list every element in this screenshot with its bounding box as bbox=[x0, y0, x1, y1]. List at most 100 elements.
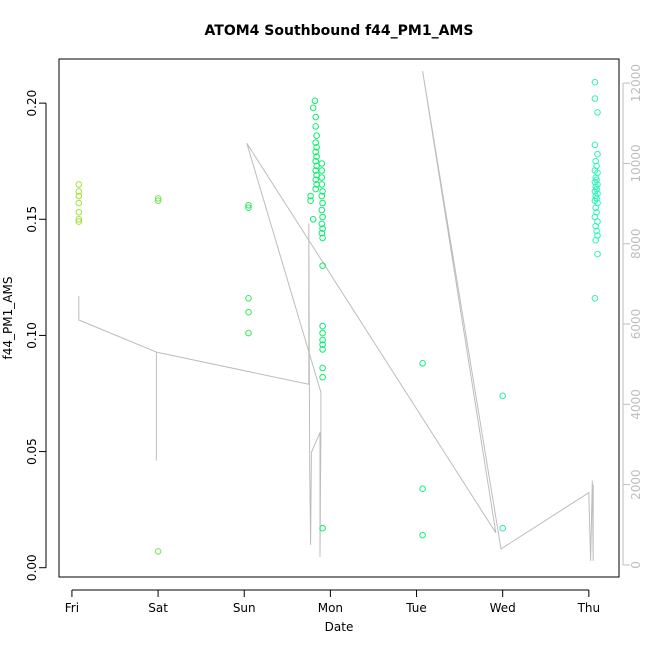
data-point bbox=[419, 360, 426, 367]
y2-tick-label: 2000 bbox=[629, 469, 643, 500]
y-axis-left: 0.00 0.05 0.10 0.15 0.20 bbox=[25, 90, 47, 581]
y2-tick-label: 10000 bbox=[629, 144, 643, 182]
data-point bbox=[319, 199, 326, 207]
data-point bbox=[313, 162, 320, 170]
data-point bbox=[318, 174, 326, 181]
data-point bbox=[319, 336, 326, 344]
data-point bbox=[312, 157, 320, 165]
y2-tick-label: 12000 bbox=[629, 64, 643, 102]
data-point bbox=[154, 195, 162, 202]
data-point bbox=[307, 192, 314, 200]
data-point bbox=[245, 308, 252, 316]
data-point bbox=[245, 295, 252, 302]
data-point bbox=[592, 222, 600, 230]
data-point bbox=[592, 157, 600, 165]
data-point bbox=[311, 97, 319, 105]
data-point bbox=[592, 236, 600, 244]
data-point bbox=[319, 234, 326, 242]
y2-tick-label: 8000 bbox=[629, 228, 643, 259]
data-point bbox=[312, 139, 320, 146]
data-point bbox=[591, 95, 599, 102]
data-point bbox=[318, 181, 326, 188]
data-point bbox=[313, 144, 320, 151]
x-tick-label: Sat bbox=[148, 601, 168, 615]
x-tick-label: Sun bbox=[233, 601, 256, 615]
data-point bbox=[318, 192, 326, 200]
x-tick-label: Mon bbox=[318, 601, 343, 615]
data-point bbox=[245, 329, 252, 337]
data-point bbox=[591, 78, 599, 86]
x-tick-label: Wed bbox=[490, 601, 516, 615]
data-point bbox=[319, 262, 326, 270]
data-point bbox=[75, 216, 83, 223]
data-point bbox=[75, 181, 83, 188]
data-point bbox=[245, 204, 252, 211]
x-tick-label: Tue bbox=[405, 601, 427, 615]
data-point bbox=[318, 220, 326, 228]
data-point bbox=[75, 192, 83, 200]
data-point bbox=[154, 548, 162, 555]
data-point bbox=[592, 204, 600, 211]
data-point bbox=[319, 329, 326, 337]
data-point bbox=[499, 524, 507, 532]
y2-tick-label: 4000 bbox=[629, 389, 643, 420]
y2-tick-label: 6000 bbox=[629, 309, 643, 340]
plot-layer bbox=[75, 70, 601, 561]
x-axis-label: Date bbox=[325, 620, 354, 634]
y-tick-label: 0.10 bbox=[25, 322, 39, 349]
data-point bbox=[75, 218, 83, 225]
data-point bbox=[313, 171, 320, 179]
data-point bbox=[75, 188, 83, 195]
data-point bbox=[313, 153, 320, 160]
data-point bbox=[318, 206, 326, 214]
data-point bbox=[318, 167, 326, 174]
data-point bbox=[309, 216, 317, 223]
y-tick-label: 0.00 bbox=[25, 554, 39, 581]
y-tick-label: 0.15 bbox=[25, 206, 39, 233]
data-point bbox=[591, 141, 599, 149]
data-point bbox=[594, 150, 601, 158]
data-point bbox=[75, 199, 83, 207]
data-point bbox=[312, 185, 320, 193]
data-point bbox=[319, 373, 326, 381]
secondary-series-line bbox=[78, 70, 594, 561]
data-point bbox=[312, 113, 320, 121]
data-point bbox=[594, 109, 601, 116]
data-point bbox=[318, 160, 326, 167]
y-axis-label: f44_PM1_AMS bbox=[1, 277, 15, 360]
y2-tick-label: 0 bbox=[629, 561, 643, 569]
data-point bbox=[319, 364, 326, 372]
data-point bbox=[319, 322, 326, 330]
y-axis-right: 0 2000 4000 6000 8000 10000 12000 bbox=[622, 64, 643, 569]
data-point bbox=[313, 132, 320, 139]
x-tick-label: Fri bbox=[65, 601, 79, 615]
data-point bbox=[419, 531, 426, 539]
data-point bbox=[593, 227, 600, 235]
y-tick-label: 0.20 bbox=[25, 90, 39, 117]
data-point bbox=[307, 197, 314, 204]
data-point bbox=[245, 202, 252, 209]
data-point bbox=[319, 213, 326, 221]
data-point bbox=[499, 392, 507, 400]
data-point bbox=[312, 176, 320, 184]
plot-frame bbox=[58, 58, 620, 578]
data-point bbox=[319, 188, 326, 195]
data-point bbox=[75, 209, 83, 216]
x-tick-label: Thu bbox=[577, 601, 601, 615]
data-point bbox=[312, 123, 320, 130]
data-point bbox=[154, 197, 162, 204]
y-tick-label: 0.05 bbox=[25, 438, 39, 465]
data-point bbox=[319, 225, 326, 232]
data-point bbox=[591, 295, 599, 302]
data-point bbox=[318, 229, 326, 237]
data-point bbox=[312, 148, 320, 156]
data-point bbox=[319, 524, 326, 532]
data-point bbox=[309, 104, 317, 112]
data-point bbox=[319, 341, 326, 349]
chart-title: ATOM4 Southbound f44_PM1_AMS bbox=[205, 23, 474, 39]
x-axis: Fri Sat Sun Mon Tue Wed Thu bbox=[65, 589, 601, 615]
data-point bbox=[594, 250, 601, 258]
data-point bbox=[319, 346, 326, 353]
data-point bbox=[419, 485, 426, 493]
